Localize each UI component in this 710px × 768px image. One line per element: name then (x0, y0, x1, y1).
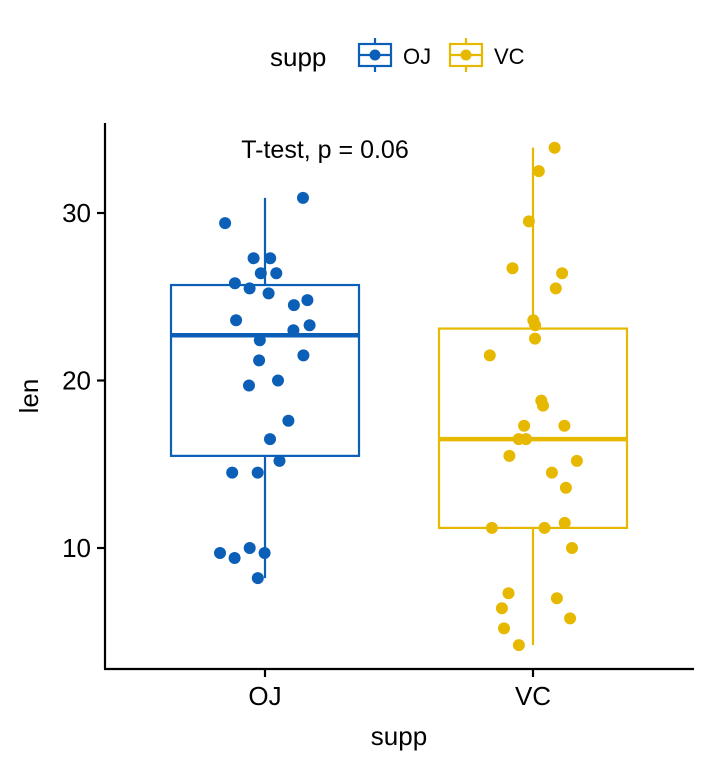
data-point-oj (214, 547, 226, 559)
data-point-oj (282, 414, 295, 427)
data-point-vc (548, 141, 561, 154)
data-point-oj (251, 572, 264, 585)
data-point-vc (495, 602, 508, 615)
data-point-oj (297, 191, 309, 204)
legend-key-oj (357, 38, 393, 72)
data-point-oj (243, 282, 256, 295)
data-point-vc (545, 466, 558, 479)
data-point-vc (550, 592, 563, 605)
data-point-vc (558, 419, 571, 432)
data-point-vc (518, 419, 531, 432)
data-point-oj (228, 552, 241, 564)
ttest-annotation: T-test, p = 0.06 (241, 136, 408, 164)
data-point-vc (559, 481, 572, 494)
x-axis-label: supp (371, 721, 427, 751)
data-point-vc (522, 215, 535, 228)
data-point-oj (273, 454, 286, 467)
data-point-oj (303, 319, 316, 332)
x-tick-label: OJ (248, 681, 281, 711)
legend-label-oj: OJ (403, 44, 431, 69)
data-point-vc (538, 521, 551, 534)
data-point-vc (503, 449, 516, 462)
data-point-vc (556, 267, 569, 280)
data-point-oj (287, 299, 300, 312)
data-point-oj (228, 277, 241, 290)
data-point-oj (258, 547, 271, 559)
data-point-oj (301, 294, 314, 307)
data-point-vc (566, 542, 578, 554)
data-point-oj (264, 433, 276, 446)
y-tick-label: 10 (62, 533, 91, 563)
data-point-vc (570, 454, 583, 467)
data-point-oj (254, 267, 267, 280)
data-point-vc (532, 165, 545, 178)
data-point-vc (529, 332, 541, 345)
box-vc (437, 327, 629, 530)
data-point-vc (506, 262, 519, 275)
data-point-oj (251, 466, 264, 479)
y-tick-label: 20 (62, 366, 91, 396)
data-point-vc (564, 612, 577, 625)
data-point-vc (529, 319, 542, 332)
boxes (169, 147, 629, 646)
data-point-vc (558, 516, 571, 529)
data-point-oj (243, 542, 256, 554)
data-point-vc (537, 399, 549, 412)
data-point-oj (230, 314, 243, 327)
box-oj (169, 283, 361, 457)
y-ticks: 10 20 30 (62, 198, 105, 563)
data-points (214, 141, 583, 652)
data-point-oj (226, 466, 239, 479)
data-point-oj (272, 374, 284, 387)
data-point-vc (520, 433, 532, 446)
data-point-oj (287, 324, 300, 337)
data-point-oj (262, 287, 275, 300)
legend-key-vc (448, 38, 484, 72)
data-point-vc (502, 587, 515, 600)
data-point-vc (483, 349, 496, 362)
data-point-vc (549, 282, 562, 295)
data-point-vc (485, 521, 498, 534)
data-point-oj (270, 267, 283, 280)
data-point-oj (264, 252, 277, 265)
data-point-vc (498, 622, 510, 635)
data-point-oj (243, 379, 255, 392)
x-tick-label: VC (515, 681, 551, 711)
data-point-vc (512, 639, 525, 652)
data-point-oj (297, 349, 310, 362)
legend-title: supp (270, 42, 326, 72)
y-axis-label: len (14, 379, 44, 414)
x-ticks: OJ VC (248, 669, 551, 711)
legend: supp OJ VC (270, 38, 525, 72)
data-point-oj (219, 217, 232, 230)
data-point-oj (253, 334, 266, 347)
legend-label-vc: VC (494, 44, 525, 69)
y-tick-label: 30 (62, 198, 91, 228)
data-point-oj (247, 252, 260, 265)
data-point-oj (253, 354, 266, 367)
